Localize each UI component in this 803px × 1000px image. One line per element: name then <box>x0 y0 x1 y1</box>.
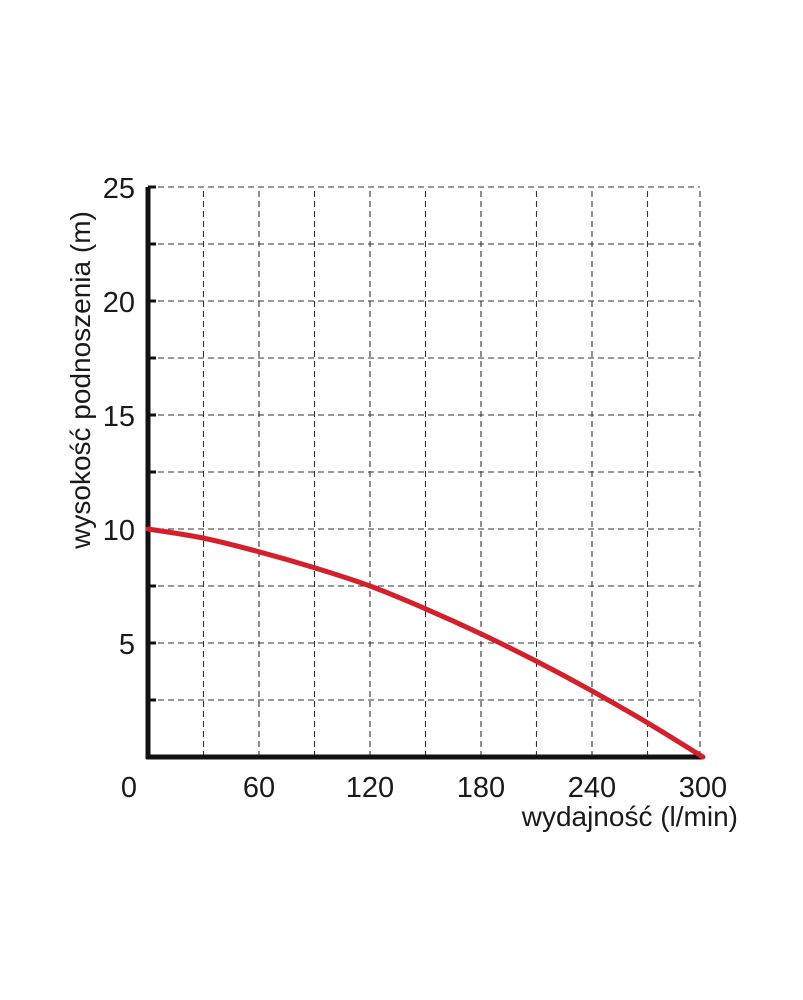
y-axis-label: wysokość podnoszenia (m) <box>65 211 96 550</box>
grid-lines <box>148 186 701 757</box>
x-tick-label: 60 <box>243 772 275 804</box>
x-tick-label: 300 <box>679 772 727 804</box>
x-tick-labels: 0 60 120 180 240 300 <box>121 772 727 804</box>
y-tick-labels: 5 10 15 20 25 <box>103 173 135 661</box>
y-tick-label: 20 <box>103 287 135 319</box>
performance-curve <box>145 526 706 760</box>
axes <box>145 185 703 760</box>
curve-layer <box>145 526 706 760</box>
x-tick-label: 120 <box>346 772 394 804</box>
x-tick-label: 0 <box>121 772 137 804</box>
x-tick-label: 240 <box>568 772 616 804</box>
y-tick-label: 25 <box>103 173 135 205</box>
y-tick-label: 10 <box>103 515 135 547</box>
y-tick-label: 5 <box>119 629 135 661</box>
x-axis-label: wydajność (l/min) <box>521 801 738 832</box>
x-tick-label: 180 <box>457 772 505 804</box>
y-tick-label: 15 <box>103 401 135 433</box>
